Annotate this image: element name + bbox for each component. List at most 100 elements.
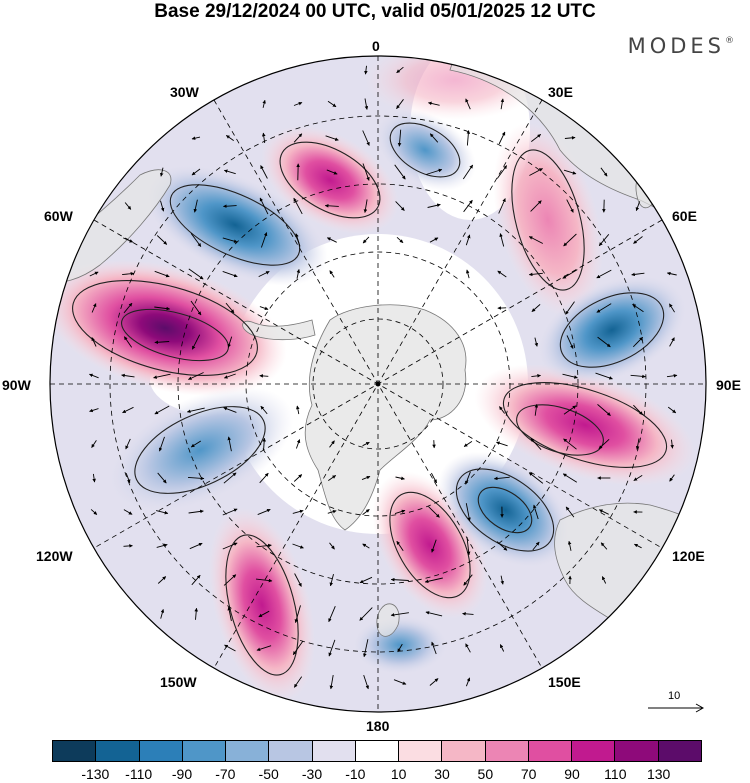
wind-arrow <box>157 576 167 584</box>
wind-arrow <box>363 199 368 213</box>
wind-arrow <box>158 436 165 452</box>
wind-arrow <box>324 203 339 208</box>
wind-arrow <box>125 438 131 450</box>
wind-arrow <box>530 200 542 212</box>
wind-arrow <box>531 304 541 312</box>
wind-arrow <box>631 272 645 277</box>
wind-arrow <box>227 606 232 622</box>
wind-arrow <box>393 679 407 685</box>
wind-arrow <box>463 441 473 447</box>
wind-arrow <box>666 271 677 276</box>
wind-arrow <box>390 577 409 582</box>
lon-label-90e: 90E <box>716 377 741 393</box>
wind-arrow <box>191 136 201 140</box>
reference-arrow-icon <box>648 703 705 713</box>
colorbar-tick-label: -130 <box>81 766 110 782</box>
wind-arrow <box>633 404 643 416</box>
wind-arrow <box>255 578 273 583</box>
wind-arrow <box>534 403 539 416</box>
wind-arrow <box>428 506 440 518</box>
wind-arrow <box>359 607 373 621</box>
wind-arrow <box>565 301 575 315</box>
lon-label-0: 0 <box>372 38 380 54</box>
wind-arrow <box>496 441 508 447</box>
colorbar <box>52 740 702 762</box>
wind-arrow <box>670 439 674 449</box>
wind-arrow <box>666 373 678 378</box>
wind-arrow <box>123 237 134 243</box>
wind-arrow <box>462 164 474 180</box>
wind-arrow <box>189 542 203 550</box>
wind-arrow <box>562 269 578 279</box>
wind-arrow <box>397 643 403 653</box>
wind-arrow <box>529 168 543 176</box>
wind-arrow <box>186 407 205 413</box>
colorbar-cell <box>399 741 443 761</box>
wind-arrow <box>669 337 675 347</box>
wind-arrow <box>91 440 97 448</box>
colorbar-cell <box>528 741 573 761</box>
colorbar-cell <box>53 741 97 761</box>
lon-label-30e: 30E <box>548 84 573 100</box>
wind-arrow <box>359 576 373 584</box>
wind-arrow <box>465 643 471 653</box>
wind-arrow <box>328 475 336 481</box>
wind-arrow <box>153 373 171 379</box>
wind-arrow <box>667 406 677 414</box>
wind-arrow <box>429 678 439 686</box>
wind-arrow <box>191 334 201 350</box>
wind-arrow <box>362 543 370 549</box>
wind-arrow <box>89 373 99 379</box>
wind-arrow <box>294 573 302 587</box>
wind-arrow <box>225 302 235 314</box>
lon-label-60w: 60W <box>44 208 73 224</box>
colorbar-cell <box>226 741 270 761</box>
wind-arrow <box>630 374 646 379</box>
wind-arrow <box>567 540 572 551</box>
wind-arrow <box>429 237 439 243</box>
wind-arrow <box>361 475 371 481</box>
wind-arrow <box>597 336 611 348</box>
wind-arrow <box>293 676 303 688</box>
colorbar-cell <box>572 741 616 761</box>
wind-arrow <box>154 340 170 345</box>
wind-arrow <box>564 136 576 140</box>
reference-vector-label: 10 <box>668 690 681 702</box>
wind-arrow <box>327 100 337 108</box>
wind-arrow <box>634 543 642 549</box>
anomaly-field <box>50 56 706 712</box>
wind-arrow <box>633 475 643 481</box>
wind-arrow <box>256 645 272 652</box>
wind-arrow <box>565 506 575 518</box>
wind-arrow <box>259 472 269 484</box>
wind-arrow <box>532 541 540 551</box>
wind-arrow <box>296 405 300 415</box>
wind-arrow <box>427 203 441 208</box>
colorbar-cell <box>355 741 400 761</box>
reference-vector: 10 <box>646 690 706 720</box>
colorbar-tick-label: -50 <box>258 766 279 782</box>
wind-arrow <box>534 337 539 347</box>
wind-arrow <box>598 234 610 246</box>
wind-arrow <box>326 169 338 175</box>
wind-arrow <box>223 169 236 175</box>
colorbar-tick-label: 90 <box>564 766 580 782</box>
wind-arrow <box>466 269 470 279</box>
wind-arrow <box>328 639 336 657</box>
wind-arrow <box>190 440 202 448</box>
wind-arrow <box>563 438 577 450</box>
wind-arrow <box>260 405 268 415</box>
wind-arrow <box>429 133 439 143</box>
wind-arrow <box>187 476 205 481</box>
wind-arrow <box>465 234 471 246</box>
wind-arrow <box>362 130 370 146</box>
wind-arrow <box>293 197 303 215</box>
wind-arrow <box>121 373 135 378</box>
wind-arrow <box>223 204 237 209</box>
wind-arrow <box>493 476 510 481</box>
wind-arrow <box>466 537 471 556</box>
lon-label-90w: 90W <box>2 377 31 393</box>
wind-arrow <box>498 198 506 214</box>
wind-arrow <box>635 438 640 450</box>
